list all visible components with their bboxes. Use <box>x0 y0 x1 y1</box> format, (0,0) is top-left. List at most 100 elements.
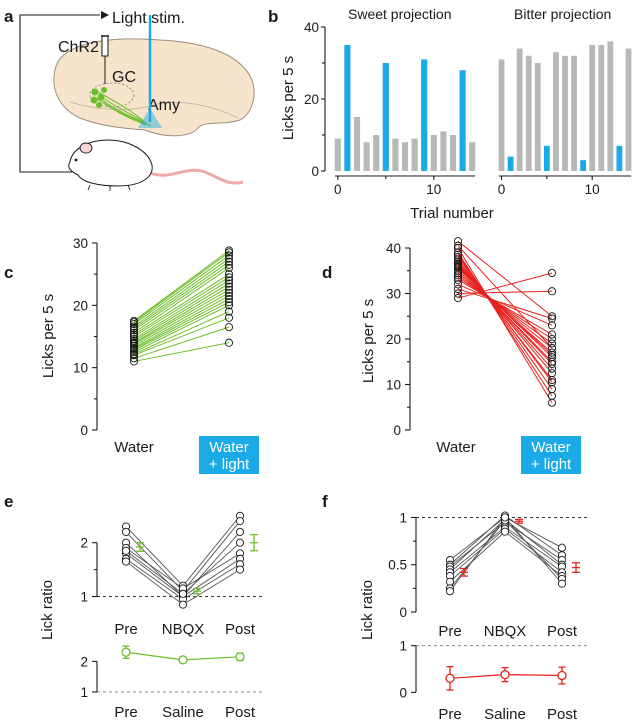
mouse-drawing <box>68 139 244 191</box>
pair-line <box>457 283 553 326</box>
pair-line <box>133 301 230 351</box>
point-water-light <box>547 334 557 344</box>
point-water-light <box>224 338 234 347</box>
f-bottom-chart: 0 1 Pre Saline Post <box>399 639 590 721</box>
d-chart-y-tick-label: 30 <box>386 287 401 302</box>
x-category-label: NBQX <box>162 621 205 638</box>
bar <box>598 45 605 171</box>
point-water-light <box>224 246 234 255</box>
individual-point <box>235 538 245 547</box>
f-top-y-tick-label: 0 <box>399 605 407 620</box>
x-category-label: Post <box>225 704 256 721</box>
bar <box>459 70 466 171</box>
e-top-y-tick-label: 1 <box>80 590 88 605</box>
bar <box>411 138 418 171</box>
point-water-light <box>547 321 557 330</box>
gc-region <box>89 82 135 108</box>
b-bitter-title: Bitter projection <box>514 6 611 22</box>
point-water <box>129 338 139 347</box>
x-category-label: Pre <box>114 704 137 721</box>
pair-line <box>457 245 553 349</box>
point-water-light <box>547 364 557 373</box>
pair-line <box>457 279 553 335</box>
point-water-light <box>224 291 234 301</box>
point-water <box>129 354 139 363</box>
mean-point <box>178 655 188 665</box>
panel-letter-a: a <box>4 7 14 26</box>
gc-label: GC <box>112 69 136 86</box>
panel-letter-c: c <box>4 263 13 282</box>
mean-point <box>121 647 131 657</box>
f-ylabel: Lick ratio <box>359 580 376 640</box>
e-top-y-tick-label: 2 <box>80 536 88 551</box>
individual-point <box>178 600 188 609</box>
individual-point <box>445 587 455 596</box>
bar <box>440 131 447 171</box>
pair-line <box>133 267 230 334</box>
bar <box>553 52 559 172</box>
point-water <box>453 241 463 250</box>
syringe-body <box>101 35 109 57</box>
pair-line <box>457 240 553 317</box>
d-xlabel-water-light-2: + light <box>531 456 572 473</box>
point-water-light <box>224 323 234 332</box>
chr2-cell <box>97 93 105 101</box>
pair-line <box>133 317 230 356</box>
point-water-light <box>224 273 234 282</box>
point-water-light <box>224 254 234 263</box>
feedback-wire <box>19 14 100 173</box>
d-xlabel-water-light-1: Water <box>531 439 570 456</box>
schematic-brain-mouse: Light stim. ChR2 GC Amy <box>19 10 255 191</box>
pair-line <box>133 304 230 353</box>
pair-line <box>133 289 230 345</box>
d-ylabel: Licks per 5 s <box>360 299 377 383</box>
pair-line <box>133 283 230 342</box>
bar <box>516 48 523 171</box>
pair-line <box>133 326 230 359</box>
point-water-light <box>224 298 234 307</box>
point-water-light <box>547 375 557 385</box>
panel-letter-d: d <box>322 263 332 282</box>
point-water <box>453 284 463 294</box>
x-category-label: Post <box>225 621 256 638</box>
bar <box>449 135 457 171</box>
f-bottom-y-tick-label: 0 <box>399 685 407 700</box>
point-water-light <box>547 312 557 321</box>
mouse-ear <box>79 142 93 154</box>
bar <box>334 138 341 171</box>
brain-outline <box>53 38 255 137</box>
e-ylabel: Lick ratio <box>39 580 56 640</box>
point-water-light <box>547 330 557 339</box>
point-water-light <box>224 282 234 291</box>
pair-line <box>457 288 553 320</box>
x-category-label: Pre <box>438 623 461 640</box>
point-water-light <box>224 260 234 269</box>
point-water-light <box>547 268 557 278</box>
pair-line <box>133 261 230 329</box>
mouse-feet <box>87 184 131 191</box>
f-top-y-tick-label: 0.5 <box>388 558 407 573</box>
c-chart-y-tick-label: 30 <box>73 236 88 251</box>
pair-line <box>457 272 553 349</box>
c-light-highlight <box>199 436 259 474</box>
bar <box>534 63 541 171</box>
c-xlabel-water-light-2: + light <box>209 456 250 473</box>
pair-line <box>133 273 230 336</box>
bar <box>373 135 380 171</box>
point-water <box>129 332 139 341</box>
bar <box>507 156 514 171</box>
bar <box>562 55 568 171</box>
wire-arrowhead <box>101 11 109 19</box>
bar <box>525 55 532 171</box>
individual-point <box>235 565 245 574</box>
x-category-label: Saline <box>162 704 204 721</box>
individual-point <box>121 546 131 555</box>
point-water <box>129 322 139 331</box>
individual-point <box>500 513 510 522</box>
c-xlabel-water: Water <box>114 439 153 456</box>
b-bitter-x-tick-label: 10 <box>585 182 600 197</box>
chr2-cell <box>91 88 99 96</box>
pair-line <box>133 258 230 327</box>
pair-line <box>133 292 230 347</box>
